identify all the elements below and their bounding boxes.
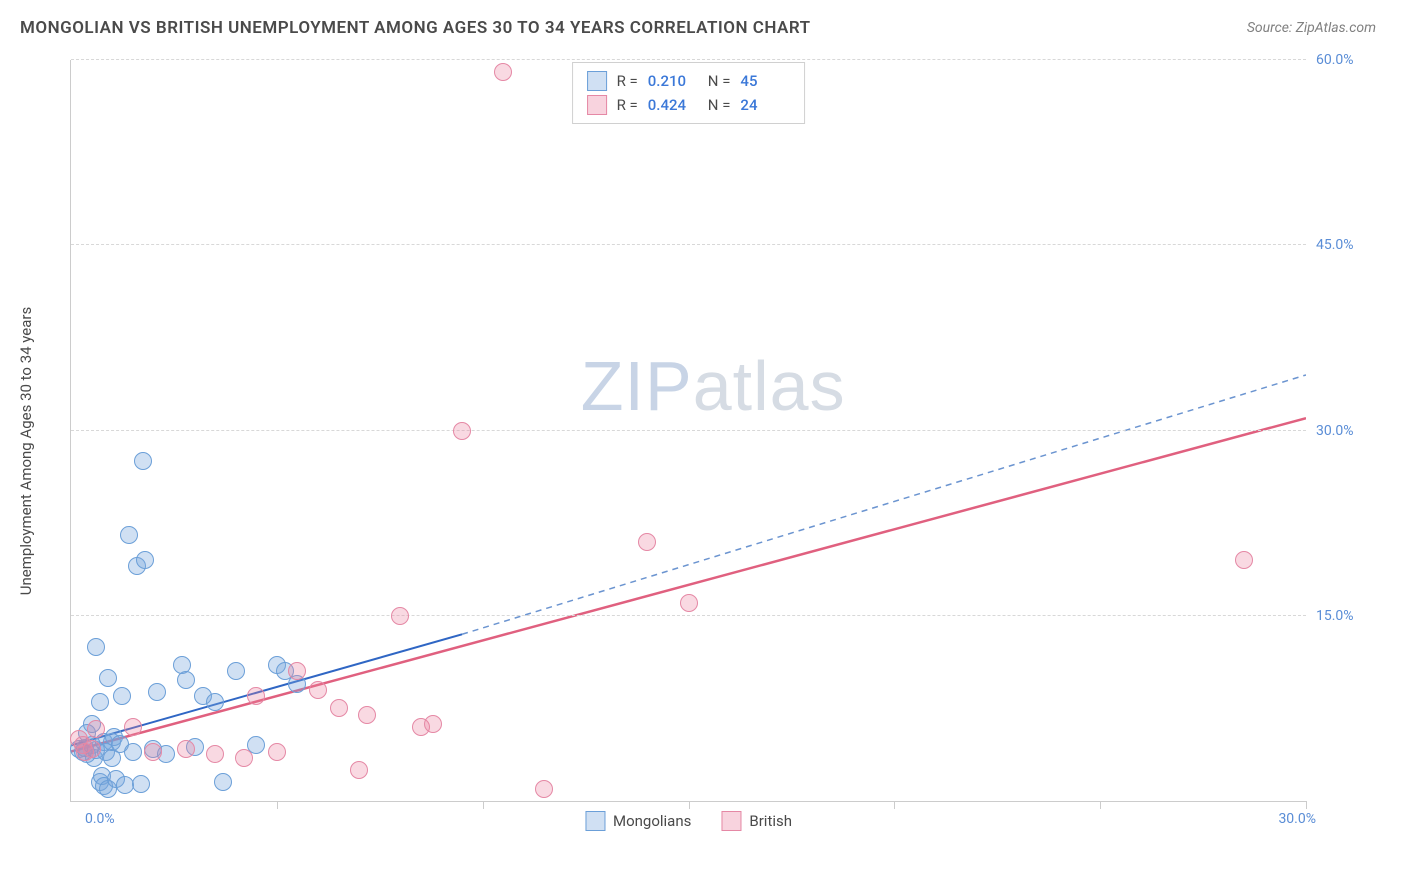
scatter-point — [494, 63, 512, 81]
legend-row-mongolians: R = 0.210 N = 45 — [587, 69, 791, 93]
swatch-british-icon — [721, 811, 741, 831]
x-tick-label-min: 0.0% — [85, 811, 115, 827]
scatter-point — [177, 671, 195, 689]
y-tick-label: 60.0% — [1316, 52, 1376, 68]
scatter-point — [330, 699, 348, 717]
scatter-point — [424, 715, 442, 733]
scatter-point — [91, 693, 109, 711]
scatter-point — [350, 761, 368, 779]
gridline — [71, 430, 1306, 431]
y-tick-label: 30.0% — [1316, 423, 1376, 439]
scatter-point — [680, 594, 698, 612]
x-tick — [689, 801, 690, 809]
scatter-point — [288, 662, 306, 680]
legend-item-british: British — [721, 811, 792, 831]
scatter-point — [148, 683, 166, 701]
watermark: ZIPatlas — [581, 346, 846, 426]
y-axis-title: Unemployment Among Ages 30 to 34 years — [17, 307, 35, 595]
n-label: N = — [708, 96, 731, 114]
chart-container: Unemployment Among Ages 30 to 34 years Z… — [50, 60, 1306, 842]
scatter-point — [116, 776, 134, 794]
gridline — [71, 244, 1306, 245]
scatter-point — [206, 745, 224, 763]
watermark-zip: ZIP — [581, 347, 693, 425]
x-tick — [1100, 801, 1101, 809]
x-tick — [1306, 801, 1307, 809]
n-value-british: 24 — [740, 96, 790, 114]
scatter-point — [124, 718, 142, 736]
y-tick-label: 45.0% — [1316, 237, 1376, 253]
gridline — [71, 59, 1306, 60]
plot-area: ZIPatlas R = 0.210 N = 45 R = 0.424 N = … — [70, 60, 1306, 802]
scatter-point — [1235, 551, 1253, 569]
scatter-point — [214, 773, 232, 791]
n-value-mongolians: 45 — [740, 72, 790, 90]
x-tick — [894, 801, 895, 809]
scatter-point — [177, 740, 195, 758]
swatch-mongolians-icon — [587, 71, 607, 91]
correlation-legend: R = 0.210 N = 45 R = 0.424 N = 24 — [572, 62, 806, 124]
scatter-point — [358, 706, 376, 724]
scatter-point — [136, 551, 154, 569]
n-label: N = — [708, 72, 731, 90]
r-label: R = — [617, 96, 638, 114]
scatter-point — [120, 526, 138, 544]
x-tick — [483, 801, 484, 809]
scatter-point — [87, 720, 105, 738]
scatter-point — [638, 533, 656, 551]
x-tick-label-max: 30.0% — [1278, 811, 1316, 827]
chart-title: MONGOLIAN VS BRITISH UNEMPLOYMENT AMONG … — [20, 18, 811, 38]
watermark-atlas: atlas — [693, 347, 846, 425]
scatter-point — [144, 743, 162, 761]
legend-item-mongolians: Mongolians — [585, 811, 691, 831]
scatter-point — [309, 681, 327, 699]
x-tick — [277, 801, 278, 809]
legend-label-british: British — [749, 812, 792, 830]
r-value-british: 0.424 — [648, 96, 698, 114]
y-tick-label: 15.0% — [1316, 608, 1376, 624]
scatter-point — [134, 452, 152, 470]
r-value-mongolians: 0.210 — [648, 72, 698, 90]
scatter-point — [99, 669, 117, 687]
scatter-point — [124, 743, 142, 761]
legend-label-mongolians: Mongolians — [613, 812, 691, 830]
scatter-point — [235, 749, 253, 767]
scatter-point — [206, 693, 224, 711]
scatter-point — [87, 638, 105, 656]
scatter-point — [453, 422, 471, 440]
gridline — [71, 615, 1306, 616]
r-label: R = — [617, 72, 638, 90]
scatter-point — [132, 775, 150, 793]
swatch-mongolians-icon — [585, 811, 605, 831]
source-attribution: Source: ZipAtlas.com — [1247, 20, 1376, 36]
scatter-point — [391, 607, 409, 625]
legend-row-british: R = 0.424 N = 24 — [587, 93, 791, 117]
scatter-point — [83, 740, 101, 758]
swatch-british-icon — [587, 95, 607, 115]
scatter-point — [268, 743, 286, 761]
scatter-point — [113, 687, 131, 705]
series-legend: Mongolians British — [585, 811, 792, 831]
scatter-point — [247, 687, 265, 705]
scatter-point — [227, 662, 245, 680]
scatter-point — [535, 780, 553, 798]
